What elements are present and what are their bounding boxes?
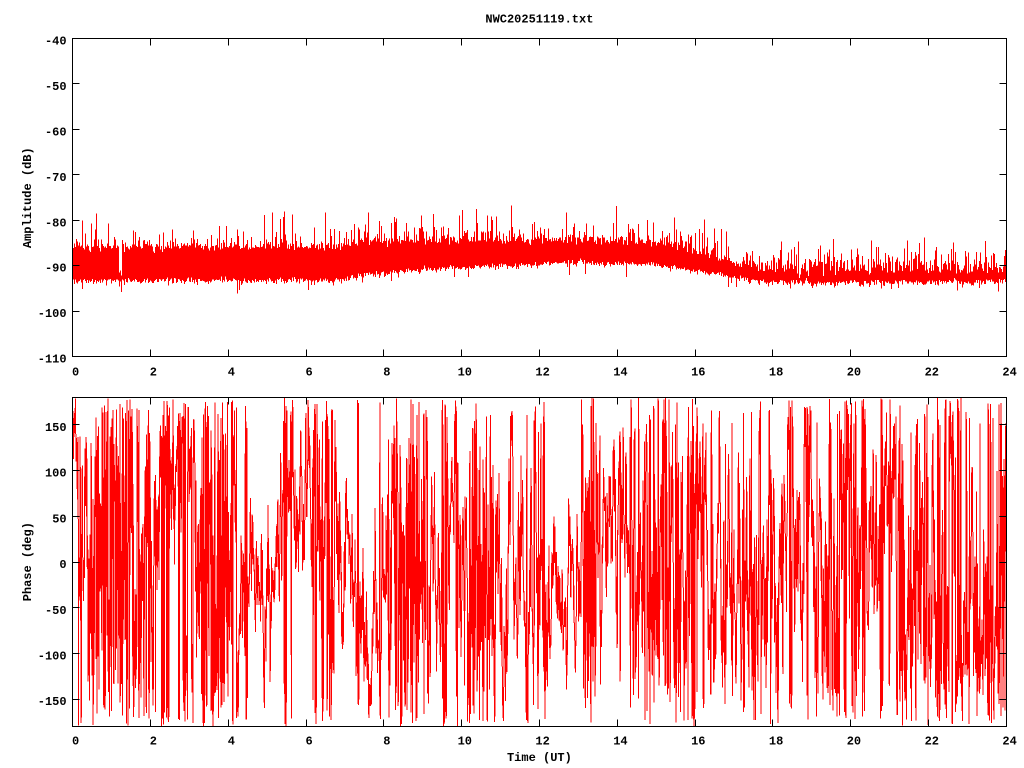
svg-text:4: 4 — [228, 365, 235, 379]
svg-text:18: 18 — [769, 735, 783, 749]
svg-text:0: 0 — [72, 735, 79, 749]
svg-text:-90: -90 — [45, 262, 67, 276]
svg-text:22: 22 — [925, 735, 939, 749]
svg-text:14: 14 — [613, 735, 627, 749]
svg-text:2: 2 — [150, 365, 157, 379]
svg-text:16: 16 — [691, 365, 705, 379]
svg-text:150: 150 — [45, 421, 67, 435]
svg-text:NWC20251119.txt: NWC20251119.txt — [485, 13, 593, 27]
svg-text:16: 16 — [691, 735, 705, 749]
svg-text:0: 0 — [72, 365, 79, 379]
svg-text:-150: -150 — [38, 695, 67, 709]
svg-text:6: 6 — [305, 365, 312, 379]
svg-text:-100: -100 — [38, 650, 67, 664]
svg-text:-110: -110 — [38, 353, 67, 367]
svg-text:24: 24 — [1002, 735, 1016, 749]
svg-text:14: 14 — [613, 365, 627, 379]
svg-text:8: 8 — [383, 365, 390, 379]
svg-text:10: 10 — [458, 365, 472, 379]
svg-text:-100: -100 — [38, 307, 67, 321]
svg-text:0: 0 — [59, 558, 66, 572]
svg-text:22: 22 — [925, 365, 939, 379]
svg-text:20: 20 — [847, 365, 861, 379]
svg-text:12: 12 — [535, 735, 549, 749]
svg-text:-50: -50 — [45, 604, 67, 618]
svg-text:12: 12 — [535, 365, 549, 379]
svg-text:-60: -60 — [45, 126, 67, 140]
svg-text:Phase (deg): Phase (deg) — [21, 522, 35, 601]
svg-text:6: 6 — [305, 735, 312, 749]
svg-text:18: 18 — [769, 365, 783, 379]
svg-text:50: 50 — [52, 512, 66, 526]
svg-text:8: 8 — [383, 735, 390, 749]
svg-text:10: 10 — [458, 735, 472, 749]
svg-text:20: 20 — [847, 735, 861, 749]
svg-text:2: 2 — [150, 735, 157, 749]
svg-text:-80: -80 — [45, 216, 67, 230]
svg-text:24: 24 — [1002, 365, 1016, 379]
svg-text:-40: -40 — [45, 35, 67, 49]
svg-text:Time (UT): Time (UT) — [507, 751, 572, 765]
svg-text:-70: -70 — [45, 171, 67, 185]
svg-text:-50: -50 — [45, 80, 67, 94]
svg-text:4: 4 — [228, 735, 235, 749]
svg-text:Amplitude (dB): Amplitude (dB) — [21, 147, 35, 248]
svg-text:100: 100 — [45, 467, 67, 481]
